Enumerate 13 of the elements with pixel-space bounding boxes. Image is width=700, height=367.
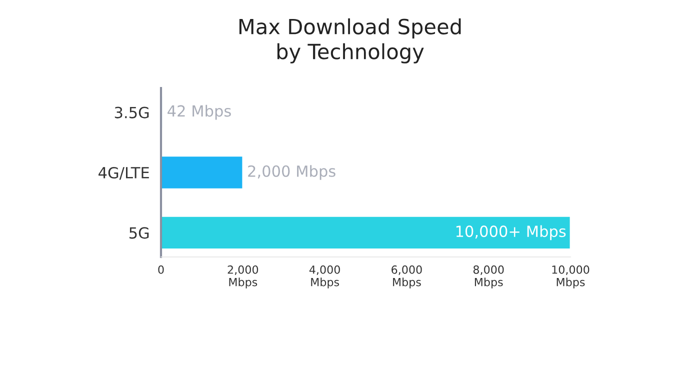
y-tick-label: 5G (130, 227, 149, 239)
x-tick-label: 10,000 Mbps (552, 265, 590, 288)
x-tick-label: 0 (158, 265, 164, 274)
y-tick-label: 3.5G (114, 106, 149, 118)
x-tick-label: 6,000 Mbps (392, 265, 422, 288)
data-label: 42 Mbps (168, 104, 231, 120)
data-label: 10,000+ Mbps (456, 225, 566, 240)
x-tick-label: 8,000 Mbps (473, 265, 504, 288)
chart-title: Max Download Speed by Technology (239, 18, 461, 64)
y-tick-label: 4G/LTE (98, 166, 149, 180)
x-tick-label: 4,000 Mbps (309, 265, 340, 288)
x-tick-label: 2,000 Mbps (228, 265, 258, 288)
data-label: 2,000 Mbps (248, 165, 336, 180)
